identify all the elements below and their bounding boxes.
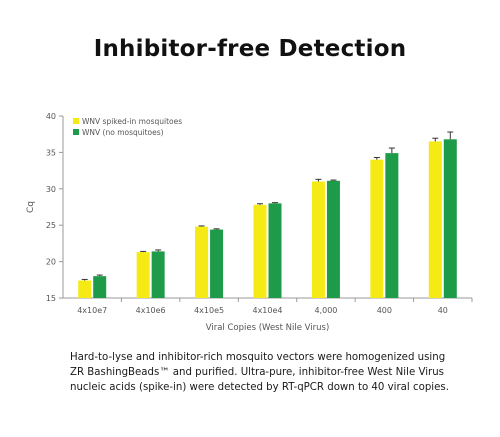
y-tick-label: 25	[46, 221, 56, 230]
page-title: Inhibitor-free Detection	[93, 36, 407, 62]
bar	[311, 181, 325, 298]
x-tick-label: 4,000	[314, 306, 337, 315]
bar	[443, 139, 457, 298]
bar	[428, 141, 442, 298]
y-axis-label: Cq	[26, 201, 36, 213]
y-tick-label: 15	[46, 294, 56, 303]
x-tick-label: 4x10e4	[252, 306, 282, 315]
x-tick-label: 40	[438, 306, 448, 315]
bar	[93, 276, 107, 298]
bar	[370, 159, 384, 298]
y-tick-label: 30	[46, 185, 56, 194]
legend-label: WNV spiked-in mosquitoes	[82, 117, 182, 126]
bar	[151, 251, 165, 298]
x-tick-label: 400	[377, 306, 392, 315]
legend-swatch	[73, 129, 79, 135]
caption-line: ZR BashingBeads™ and purified. Ultra-pur…	[70, 367, 444, 378]
legend-label: WNV (no mosquitoes)	[82, 128, 164, 137]
bar	[210, 229, 224, 298]
y-tick-label: 20	[46, 258, 56, 267]
legend-swatch	[73, 118, 79, 124]
caption: Hard-to-lyse and inhibitor-rich mosquito…	[70, 350, 450, 395]
bar	[268, 203, 282, 298]
x-tick-label: 4x10e7	[77, 306, 107, 315]
x-tick-label: 4x10e6	[136, 306, 166, 315]
bar	[385, 153, 399, 298]
bar	[195, 226, 209, 298]
bar	[326, 180, 340, 298]
y-tick-label: 40	[46, 112, 56, 121]
bar	[136, 252, 150, 298]
y-tick-label: 35	[46, 148, 56, 157]
caption-line: nucleic acids (spike-in) were detected b…	[70, 382, 449, 393]
x-axis-label: Viral Copies (West Nile Virus)	[206, 323, 330, 333]
caption-line: Hard-to-lyse and inhibitor-rich mosquito…	[70, 352, 446, 363]
x-tick-label: 4x10e5	[194, 306, 224, 315]
bar	[78, 280, 92, 298]
bar	[253, 204, 267, 298]
